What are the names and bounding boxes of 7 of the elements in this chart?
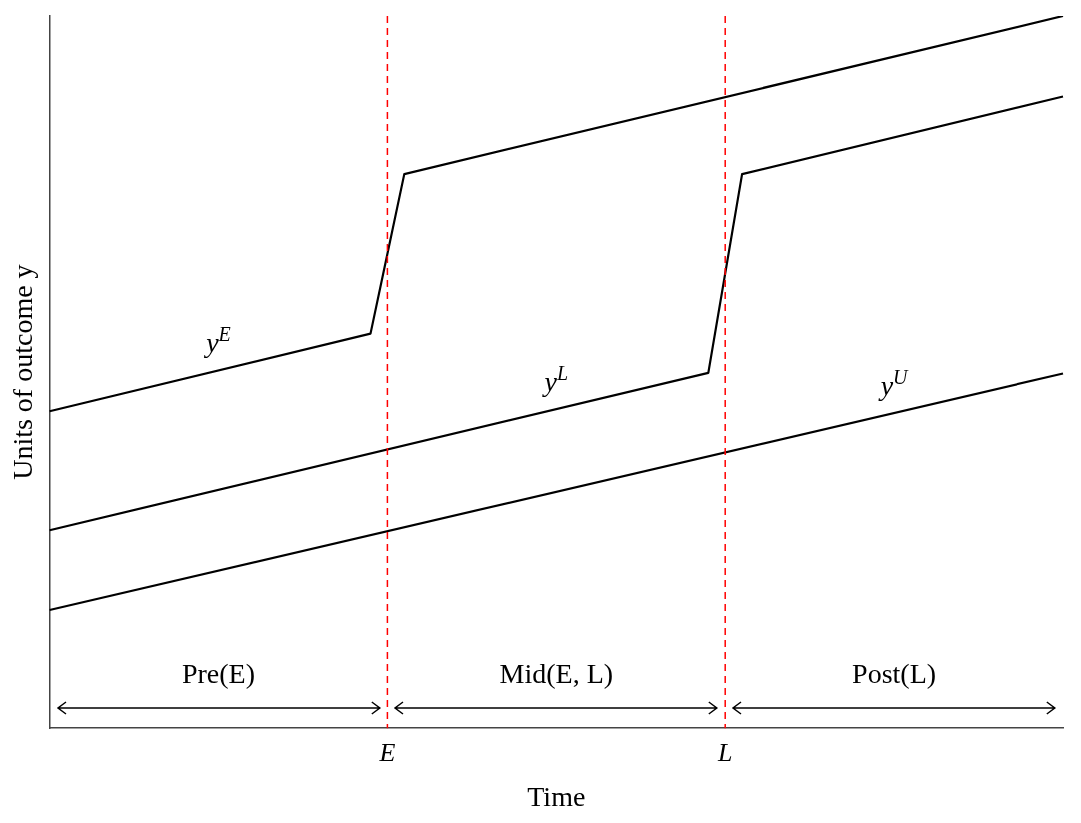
x-axis-title: Time <box>527 780 586 812</box>
annotation: Pre(E) <box>181 658 256 690</box>
x-tick-label: L <box>716 737 733 767</box>
annotation: Mid(E, L) <box>499 658 614 690</box>
x-tick-label: E <box>378 737 396 767</box>
y-axis-title: Units of outcome y <box>7 264 39 480</box>
annotation: Post(L) <box>852 658 937 690</box>
